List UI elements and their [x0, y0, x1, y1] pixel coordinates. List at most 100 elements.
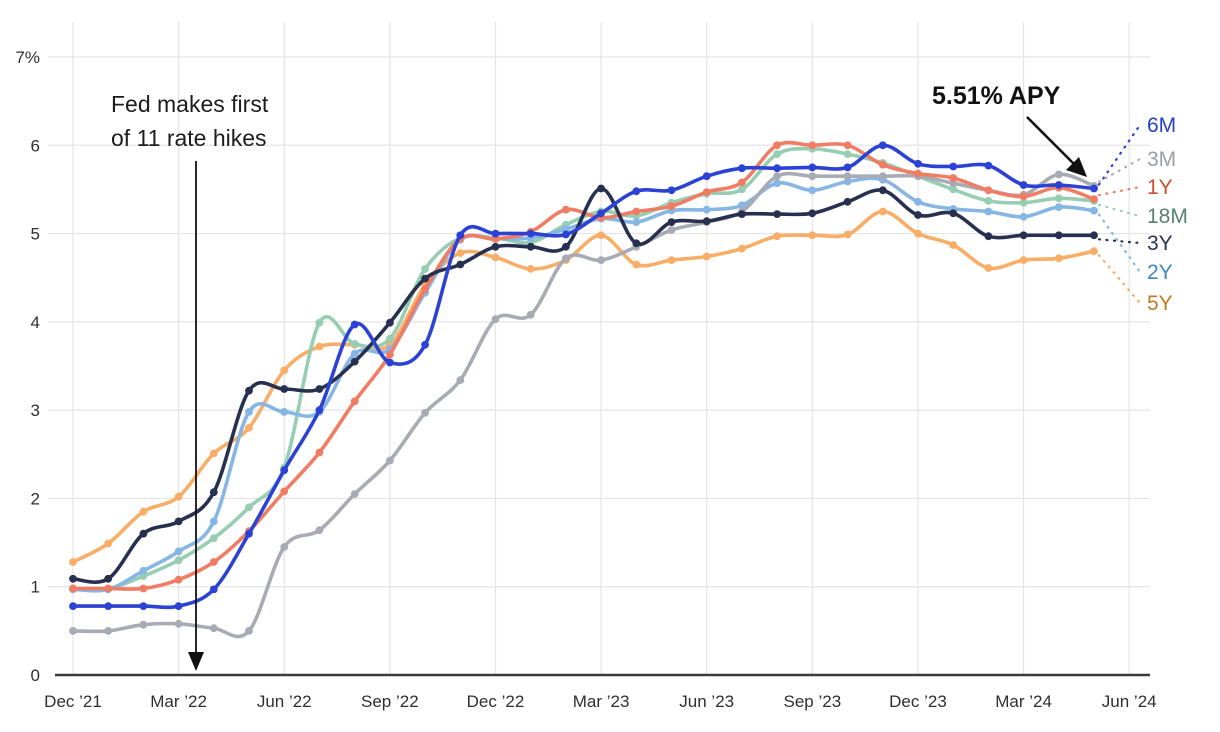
- legend-leader-18M: [1097, 203, 1142, 218]
- x-tick-label: Jun ’24: [1102, 692, 1157, 711]
- data-point-1Y: [104, 584, 113, 593]
- legend-leader-3M: [1097, 157, 1142, 183]
- data-point-3M: [104, 627, 113, 635]
- annotation-apy-text: 5.51% APY: [932, 82, 1061, 110]
- data-point-2Y: [632, 218, 641, 227]
- data-point-3Y: [1090, 231, 1098, 240]
- data-point-3Y: [456, 260, 465, 269]
- data-point-2Y: [702, 205, 711, 214]
- data-point-3Y: [843, 197, 852, 206]
- data-point-3M: [878, 172, 887, 181]
- legend-label-5Y: 5Y: [1147, 292, 1173, 315]
- legend-label-3Y: 3Y: [1147, 232, 1173, 255]
- data-point-5Y: [843, 230, 852, 239]
- data-point-5Y: [1054, 254, 1063, 263]
- data-point-2Y: [245, 408, 253, 416]
- data-point-6M: [843, 163, 852, 172]
- data-point-18M: [949, 185, 958, 194]
- data-point-5Y: [984, 264, 993, 272]
- data-point-3M: [773, 172, 781, 181]
- data-point-6M: [808, 163, 817, 172]
- data-point-1Y: [667, 202, 676, 211]
- legend-label-3M: 3M: [1147, 148, 1176, 171]
- data-point-3M: [350, 490, 359, 498]
- data-point-3Y: [139, 529, 148, 538]
- data-point-3M: [456, 376, 465, 384]
- data-point-1Y: [350, 397, 359, 406]
- data-point-6M: [245, 529, 253, 538]
- data-point-3Y: [597, 184, 605, 193]
- data-point-3M: [421, 408, 429, 417]
- data-point-6M: [597, 209, 605, 218]
- data-point-6M: [350, 320, 359, 329]
- series-dots-6M: [69, 141, 1098, 610]
- data-point-6M: [914, 159, 922, 168]
- data-point-3M: [491, 315, 500, 324]
- data-point-5Y: [949, 241, 958, 249]
- data-point-6M: [1090, 184, 1098, 193]
- data-point-5Y: [914, 229, 922, 238]
- data-point-5Y: [702, 252, 711, 261]
- data-point-2Y: [808, 186, 817, 195]
- data-point-5Y: [139, 507, 148, 516]
- legend-leader-1Y: [1097, 185, 1142, 197]
- grid: [48, 22, 1150, 675]
- data-point-2Y: [984, 207, 993, 216]
- data-point-2Y: [1019, 212, 1028, 221]
- data-point-5Y: [738, 244, 746, 253]
- legend-label-6M: 6M: [1147, 114, 1176, 137]
- data-point-3Y: [667, 218, 676, 227]
- data-point-6M: [526, 229, 535, 238]
- data-point-3Y: [245, 386, 253, 395]
- data-point-18M: [773, 150, 781, 159]
- data-point-1Y: [174, 575, 183, 584]
- data-point-5Y: [491, 253, 500, 262]
- data-point-3Y: [949, 209, 958, 218]
- legend-leader-3Y: [1097, 238, 1142, 245]
- y-tick-label: 7%: [15, 48, 40, 67]
- y-tick-label: 0: [31, 666, 40, 685]
- data-point-2Y: [1054, 203, 1063, 212]
- data-point-3Y: [174, 517, 183, 526]
- data-point-1Y: [562, 205, 570, 214]
- annotation-fed-text: of 11 rate hikes: [111, 125, 267, 151]
- data-point-3Y: [1054, 231, 1063, 240]
- diagonal-arrow-icon: [1066, 157, 1087, 177]
- data-point-3Y: [350, 357, 359, 366]
- data-point-5Y: [632, 260, 641, 269]
- annotation-apy-arrow-line: [1026, 116, 1076, 166]
- data-point-3Y: [984, 232, 993, 241]
- x-tick-label: Dec ’23: [889, 692, 947, 711]
- data-point-18M: [1054, 194, 1063, 203]
- data-point-6M: [738, 164, 746, 173]
- data-point-1Y: [702, 188, 711, 197]
- data-point-6M: [1019, 181, 1028, 189]
- data-point-6M: [491, 229, 500, 238]
- data-point-3Y: [632, 239, 641, 248]
- data-point-6M: [69, 602, 77, 610]
- data-point-6M: [632, 187, 641, 196]
- data-point-5Y: [315, 342, 324, 351]
- data-point-2Y: [174, 547, 183, 556]
- legend-leader-5Y: [1097, 254, 1142, 305]
- data-point-3M: [69, 627, 77, 635]
- data-point-6M: [773, 164, 781, 173]
- data-point-5Y: [1019, 256, 1028, 264]
- data-point-1Y: [773, 141, 781, 150]
- y-tick-label: 5: [31, 225, 40, 244]
- data-point-1Y: [315, 448, 324, 457]
- data-point-3Y: [1019, 231, 1028, 240]
- data-point-5Y: [808, 231, 817, 240]
- data-point-6M: [878, 141, 887, 150]
- legend-leader-2Y: [1097, 213, 1142, 274]
- data-point-18M: [174, 556, 183, 565]
- data-point-1Y: [69, 584, 77, 593]
- legend-label-2Y: 2Y: [1147, 261, 1173, 284]
- data-point-6M: [984, 161, 993, 170]
- data-point-18M: [421, 265, 429, 273]
- data-point-5Y: [69, 558, 77, 566]
- data-point-5Y: [245, 423, 253, 432]
- data-point-3M: [139, 620, 148, 629]
- data-point-3Y: [773, 210, 781, 219]
- data-point-18M: [843, 150, 852, 159]
